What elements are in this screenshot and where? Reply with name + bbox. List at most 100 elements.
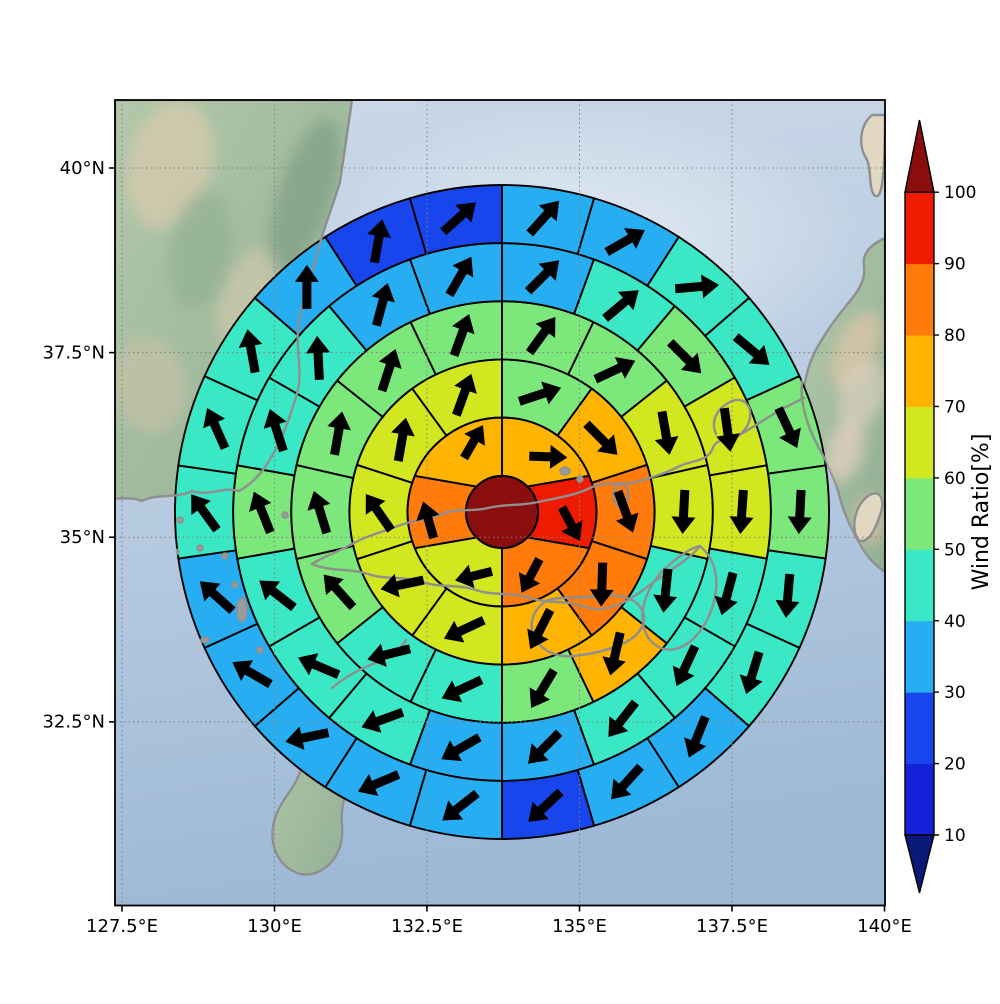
island [281,511,289,519]
x-axis-labels: 127.5°E 130°E 132.5°E 135°E 137.5°E 140°… [86,916,912,937]
wind-direction-arrow [674,274,720,299]
colorbar [904,119,939,894]
wind-direction-arrow [774,406,801,448]
wind-direction-arrow [602,631,626,676]
wind-direction-arrow [775,573,800,618]
wind-direction-arrow [307,490,332,535]
wind-sector-grid [174,184,830,840]
colorbar-tick: 50 [944,540,966,560]
wind-direction-arrow [672,644,700,687]
coastline [310,544,702,611]
wind-direction-arrow [529,667,558,709]
wind-direction-arrow [667,339,702,374]
x-tick-label: 137.5°E [696,916,768,937]
island [364,913,372,919]
wind-direction-arrow [529,444,568,469]
wind-direction-arrow [524,260,560,295]
wind-direction-arrow [526,200,560,237]
x-tick-label: 130°E [247,916,302,937]
wind-direction-arrow [671,489,696,534]
wind-direction-arrow [391,417,415,462]
terrain-blob [126,101,214,229]
landmass-sado-island [853,492,884,543]
wind-direction-arrow [653,568,678,613]
wind-direction-arrow [294,264,319,309]
wind-direction-arrow [259,580,297,612]
terrain-blob [270,118,340,272]
wind-direction-arrow [263,409,288,453]
terrain-blob [168,190,232,310]
wind-direction-arrow [441,733,482,762]
wind-direction-arrow [528,729,563,764]
y-tick-label: 37.5°N [42,343,105,364]
colorbar-tick: 30 [944,683,966,703]
coastline [712,398,752,444]
wind-direction-arrow [365,493,395,533]
wind-direction-arrow [357,770,401,797]
wind-direction-arrow [323,574,357,611]
island [200,636,210,644]
island [231,581,239,589]
colorbar-tick-labels: 10 20 30 40 50 60 70 80 90 100 [944,183,976,846]
island [236,597,248,623]
island [391,937,399,943]
wind-direction-arrow [441,675,484,703]
wind-direction-arrow [716,407,740,452]
wind-direction-arrow [589,562,614,607]
wind-direction-arrow [367,219,391,264]
colorbar-cell [905,620,934,693]
y-axis-labels: 40°N 37.5°N 35°N 32.5°N [42,158,105,733]
wind-direction-arrow [518,557,544,593]
axis-tick-marks [109,167,886,912]
wind-direction-arrow [732,333,770,366]
wind-direction-arrow [361,707,405,733]
colorbar-cell [905,192,934,265]
y-tick-label: 40°N [60,158,105,179]
wind-direction-arrow [608,699,640,738]
wind-direction-arrow [527,607,555,650]
wind-direction-arrow [249,491,275,535]
x-tick-label: 140°E [857,916,912,937]
wind-direction-arrow [199,581,236,615]
landmass-north-cape [860,113,885,198]
island [176,516,184,524]
island [417,959,423,965]
colorbar-over-triangle [904,119,935,193]
plot-frame [114,99,886,907]
wind-direction-arrow [684,715,710,758]
wind-direction-arrow [380,573,425,598]
wind-direction-arrow [377,349,402,393]
wind-direction-arrow [604,228,645,256]
colorbar-tick: 90 [944,255,966,275]
island [559,466,571,476]
wind-direction-arrow [528,788,564,822]
colorbar-cell [905,763,934,836]
island [196,544,204,552]
wind-direction-arrow [238,329,263,374]
colorbar-title: Wind Ratio[%] [969,434,994,591]
coastline [310,396,806,566]
wind-direction-arrow [449,314,475,358]
island [256,646,264,654]
colorbar-cell [905,263,934,336]
wind-direction-arrow [416,501,440,540]
wind-direction-arrow [602,290,639,322]
wind-arrows [191,200,812,822]
colorbar-tick: 20 [944,755,966,775]
colorbar-outline [904,191,935,836]
colorbar-tick: 70 [944,397,966,417]
colorbar-cell [905,477,934,550]
wind-direction-arrow [306,335,330,381]
wind-direction-arrow [327,411,351,456]
wind-direction-arrow [442,789,480,821]
wind-direction-arrow [445,256,474,298]
y-tick-label: 35°N [60,527,105,548]
wind-direction-arrow [525,317,556,356]
colorbar-cell [905,692,934,765]
wind-direction-arrow [611,763,644,800]
colorbar-tick: 10 [944,826,966,846]
wind-direction-arrow [787,489,812,534]
x-tick-label: 132.5°E [391,916,463,937]
colorbar-under-triangle [904,834,935,894]
